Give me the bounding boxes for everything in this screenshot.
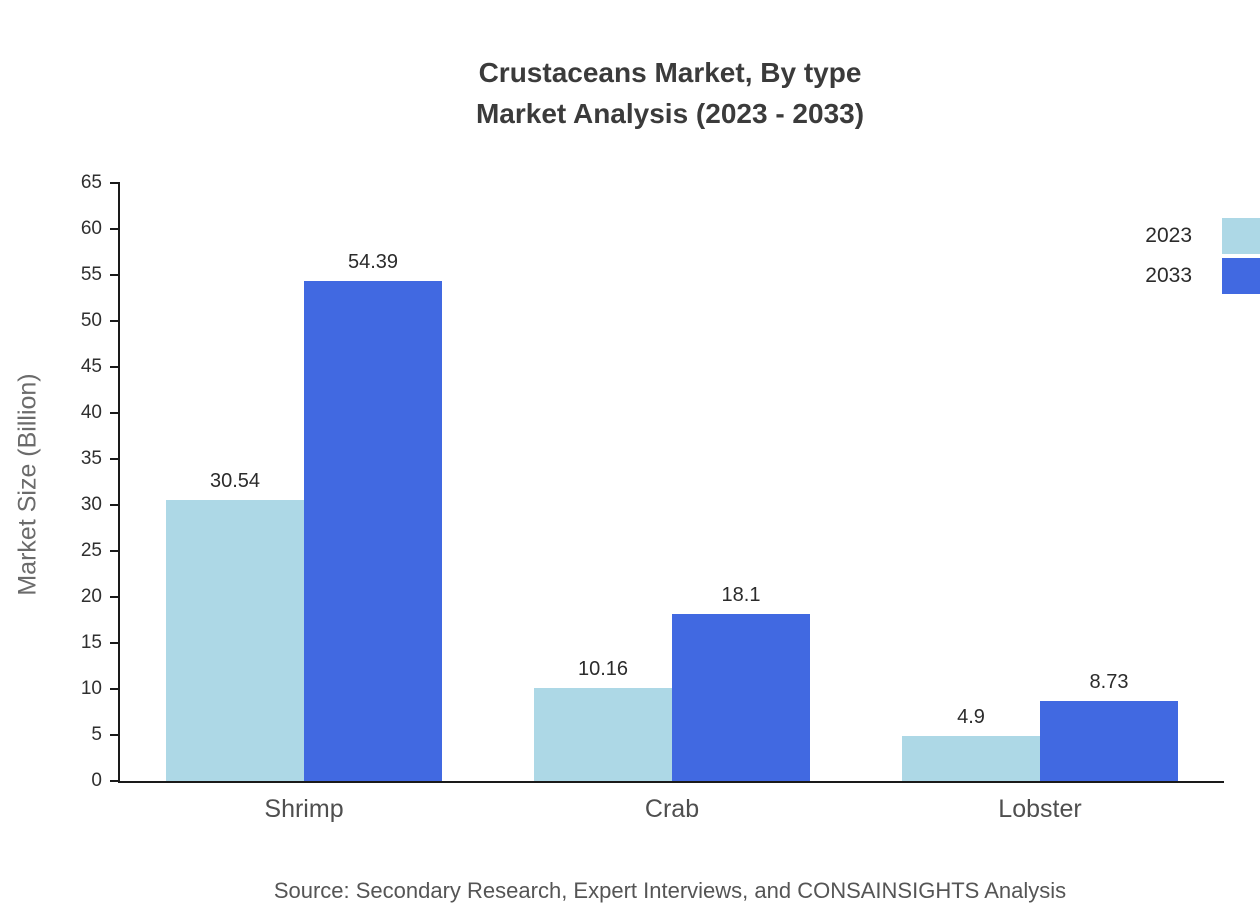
chart-title: Crustaceans Market, By type Market Analy…	[118, 52, 1222, 134]
legend-item-2023: 2023	[1145, 218, 1260, 254]
category-label-lobster: Lobster	[998, 795, 1082, 823]
y-tick-mark	[110, 274, 120, 276]
category-label-crab: Crab	[644, 795, 700, 823]
bar-shrimp-2023	[166, 500, 304, 781]
bar-value-label: 8.73	[1089, 670, 1129, 693]
y-tick-mark	[110, 366, 120, 368]
y-tick-mark	[110, 688, 120, 690]
y-tick-mark	[110, 412, 120, 414]
bar-value-label: 18.1	[721, 584, 761, 607]
y-tick-label: 30	[80, 494, 102, 515]
legend-label: 2033	[1145, 264, 1192, 287]
y-tick-label: 60	[80, 218, 102, 239]
y-axis-label: Market Size (Billion)	[13, 373, 42, 596]
plot-area: 0 5 10 15 20 25 30 35 40 45 50 55 60 65 30.54 54.39 Shri…	[81, 172, 1224, 823]
y-tick-mark	[110, 320, 120, 322]
category-label-shrimp: Shrimp	[264, 795, 344, 823]
y-tick-label: 25	[80, 540, 102, 561]
y-tick-mark	[110, 734, 120, 736]
bar-lobster-2023	[902, 735, 1040, 781]
bar-lobster-2033	[1040, 700, 1178, 781]
y-tick-label: 0	[91, 770, 102, 791]
y-tick-mark	[110, 458, 120, 460]
y-tick-mark	[110, 780, 120, 782]
legend-item-2033: 2033	[1145, 258, 1260, 294]
y-tick-mark	[110, 596, 120, 598]
y-tick-label: 10	[80, 678, 102, 699]
y-tick-label: 35	[80, 448, 102, 469]
bar-shrimp-2033	[304, 280, 442, 781]
y-tick-mark	[110, 228, 120, 230]
y-tick-label: 5	[91, 724, 102, 745]
y-tick-mark	[110, 642, 120, 644]
y-tick-label: 15	[80, 632, 102, 653]
y-tick-label: 55	[80, 264, 102, 285]
bar-value-label: 4.9	[957, 705, 985, 728]
chart-title-line1: Crustaceans Market, By type	[478, 57, 862, 88]
y-tick-label: 45	[80, 356, 102, 377]
legend-swatch-icon	[1222, 218, 1260, 254]
y-tick-label: 40	[80, 402, 102, 423]
y-tick-mark	[110, 504, 120, 506]
bar-crab-2033	[672, 614, 810, 781]
bar-value-label: 54.39	[347, 250, 399, 273]
legend-swatch-icon	[1222, 258, 1260, 294]
bar-crab-2023	[534, 687, 672, 781]
bar-value-label: 30.54	[209, 470, 261, 493]
chart-title-line2: Market Analysis (2023 - 2033)	[475, 98, 865, 129]
y-tick-label: 20	[80, 586, 102, 607]
legend: 2023 2033	[1145, 218, 1260, 298]
source-line: Source: Secondary Research, Expert Inter…	[273, 878, 1067, 903]
y-tick-label: 50	[80, 310, 102, 331]
y-tick-label: 65	[80, 172, 102, 193]
legend-label: 2023	[1145, 224, 1192, 247]
bar-value-label: 10.16	[577, 657, 629, 680]
y-tick-mark	[110, 550, 120, 552]
y-tick-mark	[110, 182, 120, 184]
